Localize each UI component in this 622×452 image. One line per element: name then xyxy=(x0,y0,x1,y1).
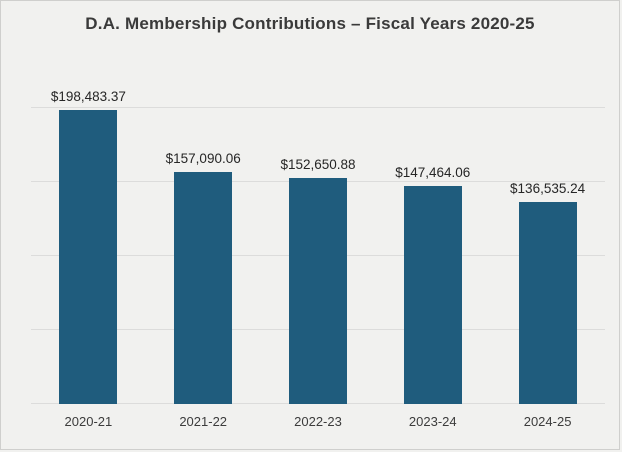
x-axis-label: 2022-23 xyxy=(294,414,342,429)
bar-column: $157,090.06 xyxy=(146,108,261,404)
x-axis: 2020-21 2021-22 2022-23 2023-24 2024-25 xyxy=(31,414,605,434)
bar-column: $198,483.37 xyxy=(31,89,146,404)
bar-value-label: $157,090.06 xyxy=(165,150,241,166)
bar-column: $136,535.24 xyxy=(490,108,605,404)
bar-column: $147,464.06 xyxy=(375,108,490,404)
bar-value-label: $152,650.88 xyxy=(280,157,356,173)
bar-column: $152,650.88 xyxy=(261,108,376,404)
bar xyxy=(518,201,577,404)
bar-value-label: $198,483.37 xyxy=(50,89,126,105)
x-axis-label: 2020-21 xyxy=(64,414,113,429)
bar-value-label: $136,535.24 xyxy=(510,180,586,196)
gridline xyxy=(31,107,605,108)
x-axis-label: 2023-24 xyxy=(408,414,457,429)
bar xyxy=(59,110,118,404)
bar xyxy=(288,178,347,404)
chart-title: D.A. Membership Contributions – Fiscal Y… xyxy=(85,14,535,33)
bar xyxy=(174,171,233,404)
plot-area: $198,483.37 $157,090.06 $152,650.88 $147,46… xyxy=(31,89,605,404)
bar xyxy=(403,185,462,404)
x-axis-label: 2024-25 xyxy=(523,414,572,429)
x-axis-label: 2021-22 xyxy=(179,414,228,429)
bar-value-label: $147,464.06 xyxy=(395,164,471,180)
